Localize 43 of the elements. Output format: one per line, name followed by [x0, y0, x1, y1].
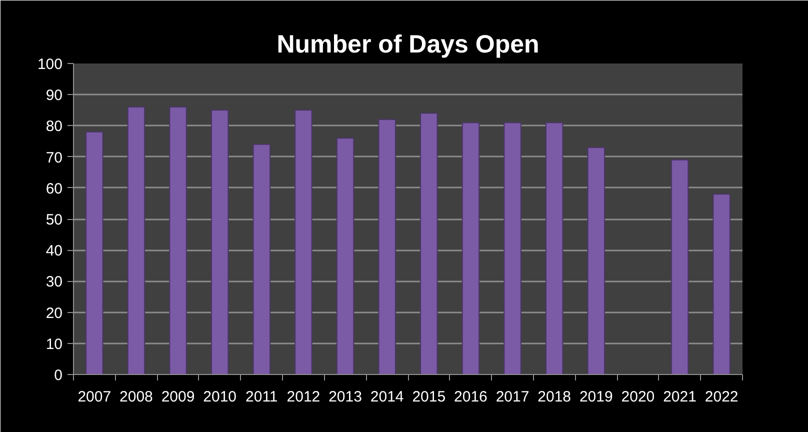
y-tick-label: 60 [46, 180, 63, 198]
bar [462, 122, 480, 374]
x-tick-label: 2010 [203, 388, 237, 406]
bar [127, 106, 146, 374]
bar [504, 122, 522, 374]
chart-title: Number of Days Open [276, 30, 540, 58]
bar [670, 159, 689, 374]
bar [420, 112, 438, 374]
x-tick-label: 2012 [286, 388, 320, 406]
y-tick-label: 100 [37, 56, 63, 73]
bar [294, 110, 312, 374]
x-tick-label: 2020 [621, 388, 655, 406]
x-tick-label: 2017 [496, 388, 530, 406]
x-tick-label: 2013 [328, 388, 362, 406]
y-tick-label: 70 [46, 149, 63, 166]
x-tick-label: 2009 [161, 388, 195, 406]
y-tick-label: 30 [46, 274, 63, 291]
bar [712, 194, 730, 374]
x-tick-label: 2016 [454, 388, 488, 406]
bar [210, 110, 229, 374]
x-tick-label: 2018 [538, 388, 572, 406]
bar [336, 138, 354, 374]
x-tick-label: 2022 [704, 388, 738, 406]
x-tick-label: 2021 [663, 388, 696, 406]
x-tick-label: 2007 [78, 388, 112, 406]
x-tick-label: 2011 [246, 388, 278, 406]
y-tick-label: 0 [54, 367, 62, 384]
x-tick-label: 2008 [120, 388, 153, 406]
x-tick-label: 2015 [412, 388, 446, 406]
y-tick-label: 90 [46, 87, 63, 104]
bar [378, 118, 396, 374]
x-tick-label: 2014 [370, 388, 404, 406]
y-tick-label: 40 [46, 242, 63, 260]
x-tick-label: 2019 [579, 388, 613, 406]
bar [252, 144, 271, 374]
y-tick-label: 50 [46, 212, 63, 228]
y-tick-label: 10 [46, 336, 63, 353]
bar [169, 106, 187, 374]
y-tick-label: 80 [46, 118, 63, 136]
bar [587, 146, 606, 374]
bar [86, 131, 104, 374]
bar [545, 122, 564, 374]
y-tick-label: 20 [46, 304, 63, 322]
